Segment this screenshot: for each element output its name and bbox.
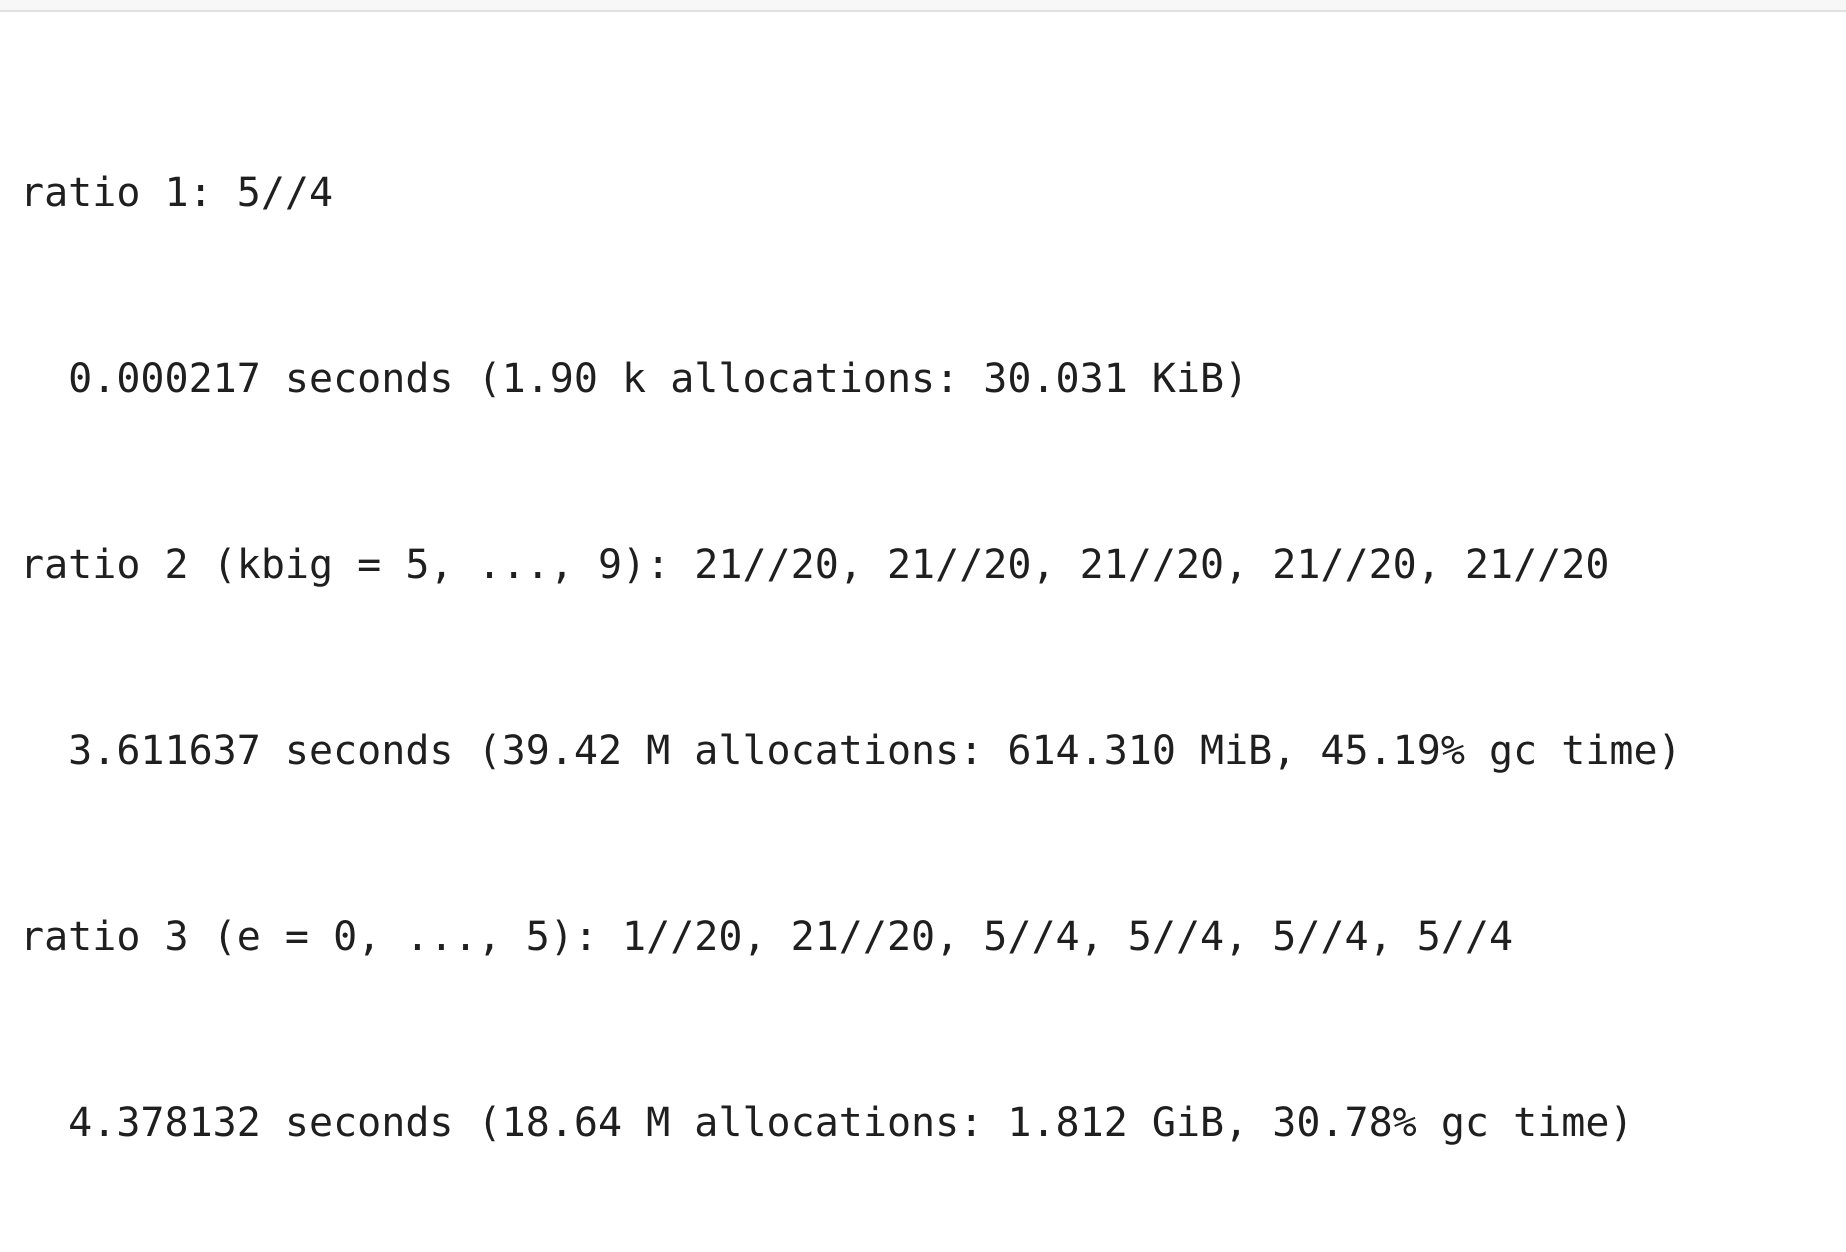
output-line-5: ratio 3 (e = 0, ..., 5): 1//20, 21//20, … xyxy=(20,914,1514,960)
output-line-4: 3.611637 seconds (39.42 M allocations: 6… xyxy=(20,728,1682,774)
output-line-2: 0.000217 seconds (1.90 k allocations: 30… xyxy=(20,356,1249,402)
top-border xyxy=(0,0,1846,12)
console-output: ratio 1: 5//4 0.000217 seconds (1.90 k a… xyxy=(20,38,1830,1252)
output-line-1: ratio 1: 5//4 xyxy=(20,170,334,216)
output-line-3: ratio 2 (kbig = 5, ..., 9): 21//20, 21//… xyxy=(20,542,1610,588)
output-line-6: 4.378132 seconds (18.64 M allocations: 1… xyxy=(20,1100,1634,1146)
